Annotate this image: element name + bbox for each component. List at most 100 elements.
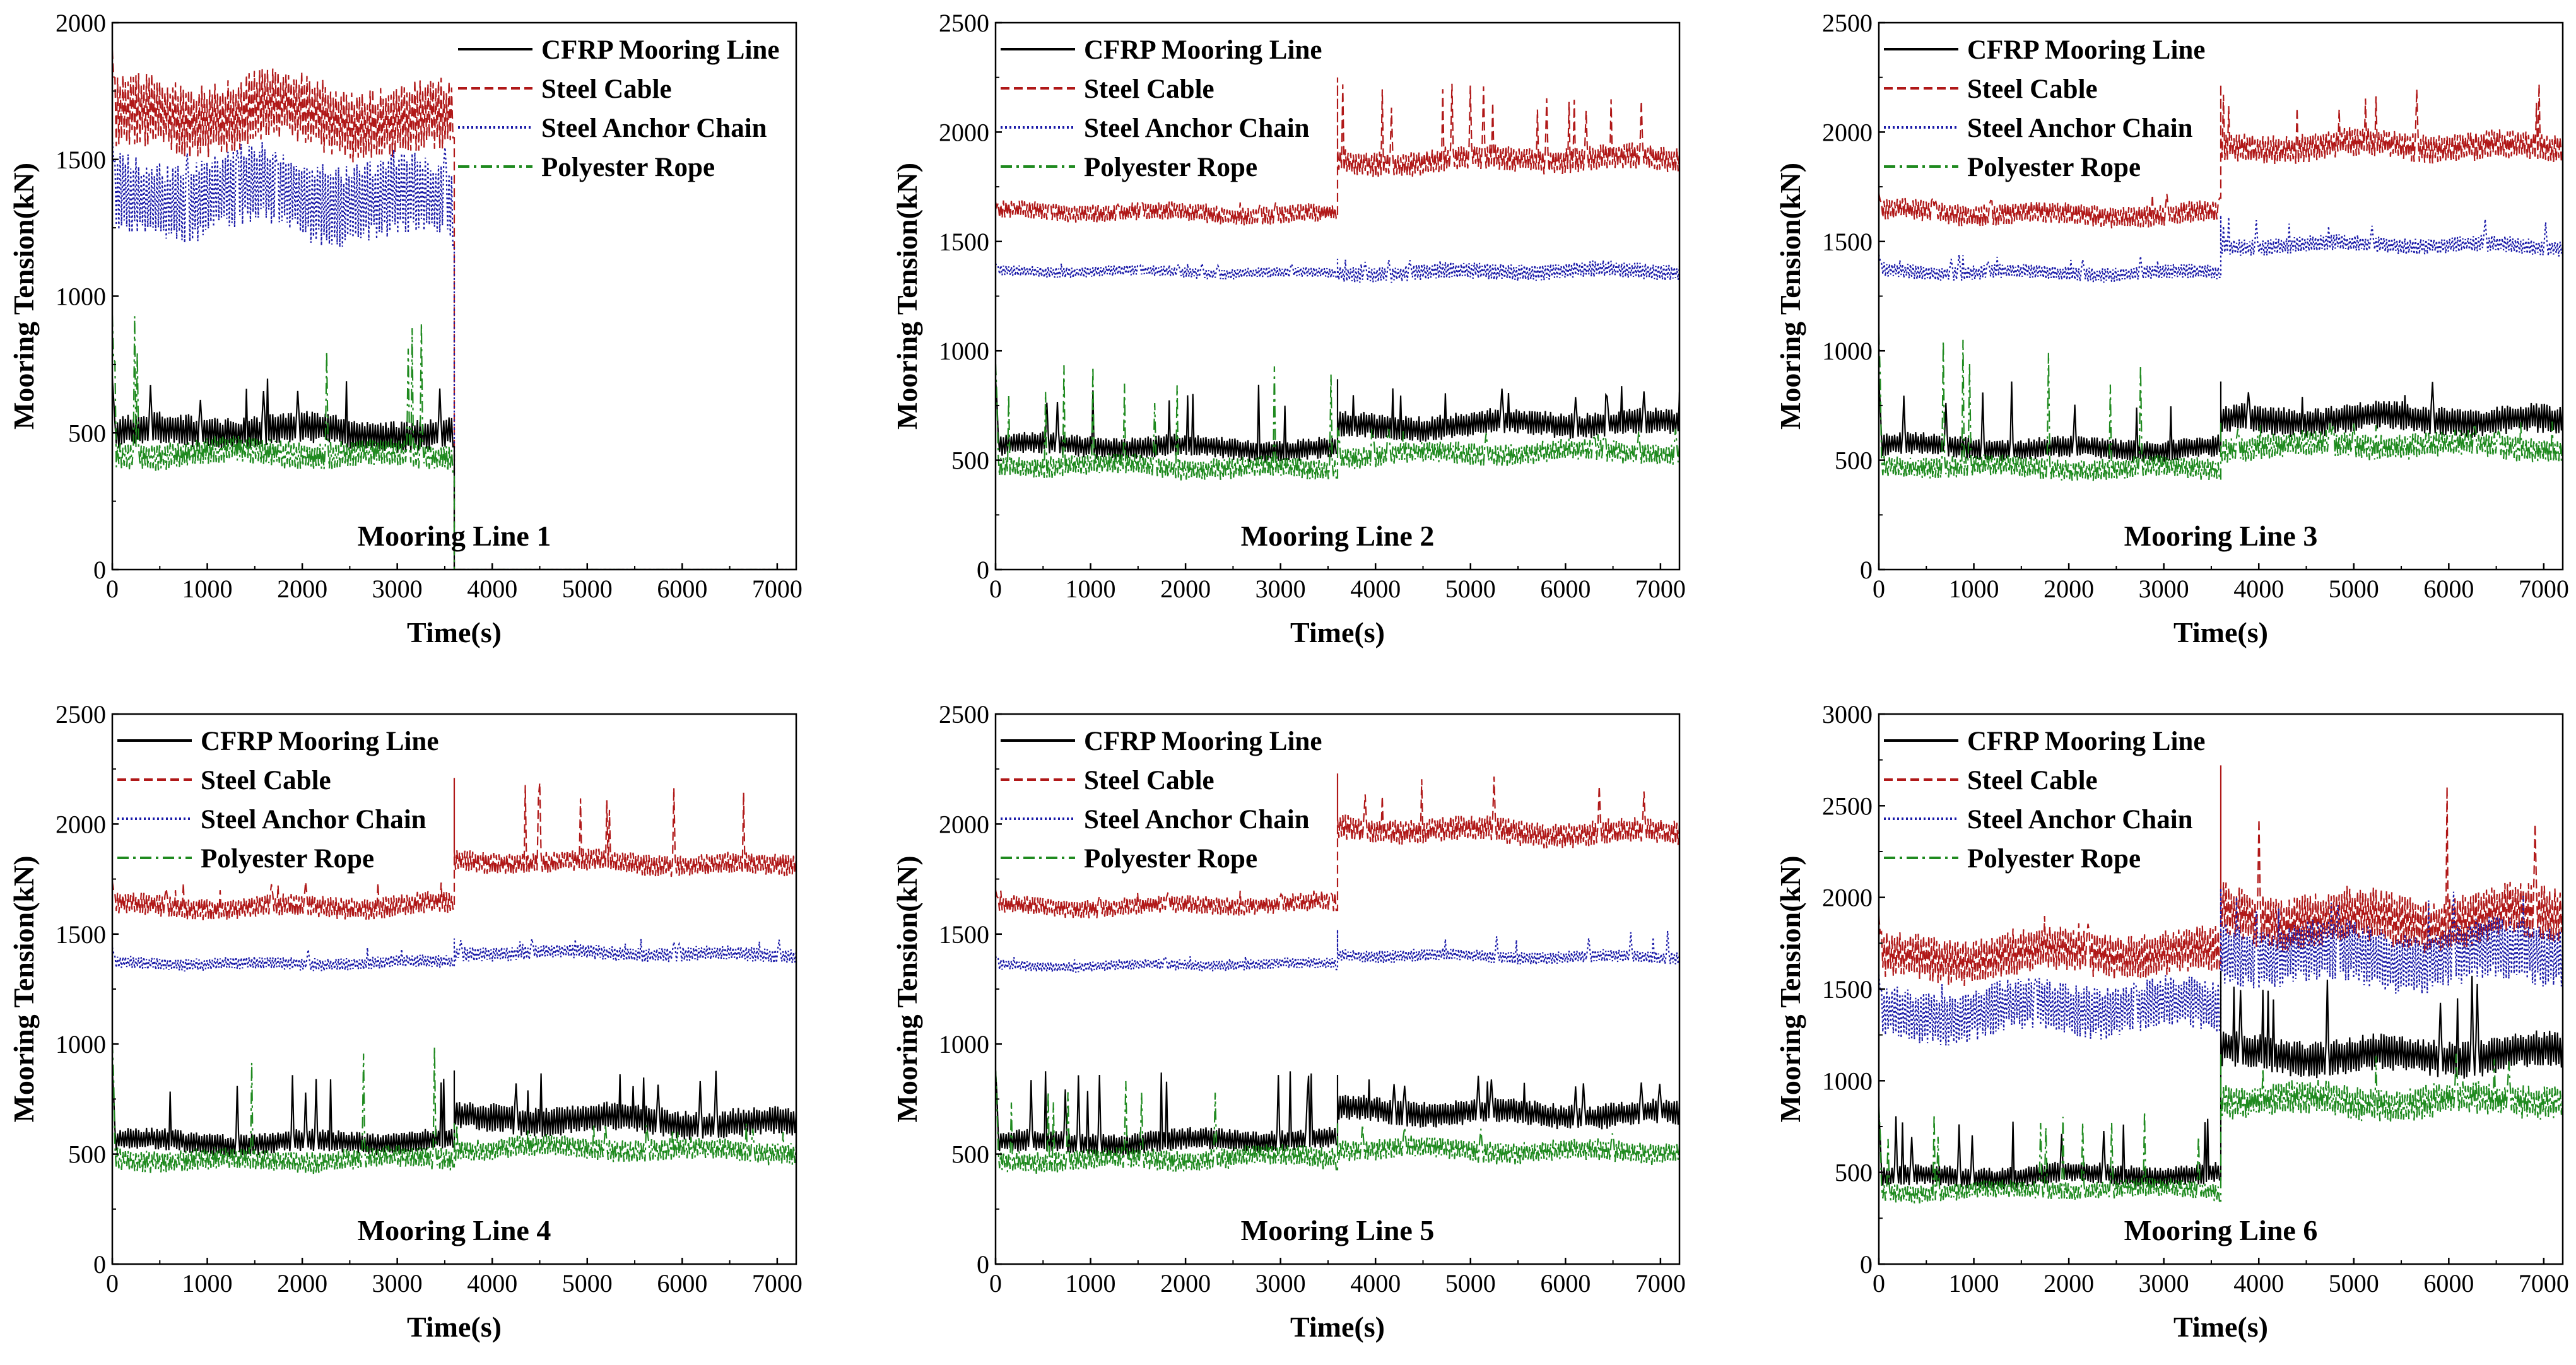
x-axis-title: Time(s) xyxy=(1290,616,1385,648)
series-line-steel-anchor-chain xyxy=(112,938,796,972)
legend-label: Steel Anchor Chain xyxy=(1967,114,2193,143)
x-tick-label: 0 xyxy=(989,1269,1002,1298)
series-line-polyester-rope xyxy=(996,363,1679,481)
x-tick-label: 4000 xyxy=(2233,1269,2284,1298)
y-tick-label: 2000 xyxy=(1822,118,1873,146)
y-tick-label: 1000 xyxy=(1822,1067,1873,1095)
x-tick-label: 3000 xyxy=(2139,1269,2189,1298)
y-tick-label: 3000 xyxy=(1822,700,1873,729)
x-tick-label: 7000 xyxy=(752,575,803,603)
legend-label: CFRP Mooring Line xyxy=(1084,35,1322,65)
legend-label: Steel Anchor Chain xyxy=(1084,114,1310,143)
y-tick-label: 1500 xyxy=(1822,228,1873,256)
panel-title: Mooring Line 1 xyxy=(358,520,551,552)
legend: CFRP Mooring Line Steel Cable Steel Anchor… xyxy=(458,35,779,182)
x-tick-label: 1000 xyxy=(1949,1269,1999,1298)
y-tick-label: 1000 xyxy=(56,1030,106,1058)
x-axis-title: Time(s) xyxy=(1290,1311,1385,1343)
y-tick-label: 0 xyxy=(1860,556,1873,584)
series-line-steel-anchor-chain xyxy=(996,259,1679,283)
x-tick-label: 6000 xyxy=(657,575,707,603)
x-tick-label: 3000 xyxy=(372,1269,423,1298)
series-group xyxy=(996,77,1679,481)
x-tick-label: 1000 xyxy=(182,1269,233,1298)
legend-label: CFRP Mooring Line xyxy=(1967,35,2205,65)
legend-label: Polyester Rope xyxy=(1967,844,2141,874)
y-tick-label: 2500 xyxy=(1822,9,1873,37)
x-tick-label: 0 xyxy=(989,575,1002,603)
panel-title: Mooring Line 2 xyxy=(1241,520,1435,552)
x-tick-label: 3000 xyxy=(1256,575,1306,603)
y-axis-title: Mooring Tension(kN) xyxy=(1774,163,1806,430)
y-tick-label: 2500 xyxy=(1822,792,1873,820)
legend: CFRP Mooring Line Steel Cable Steel Anchor… xyxy=(1001,727,1322,874)
x-tick-label: 7000 xyxy=(2519,575,2569,603)
x-tick-label: 4000 xyxy=(2233,575,2284,603)
y-tick-label: 1000 xyxy=(1822,337,1873,365)
y-tick-label: 500 xyxy=(1835,1159,1873,1187)
x-tick-label: 1000 xyxy=(1066,575,1116,603)
series-line-polyester-rope xyxy=(1879,1053,2563,1204)
panel-title: Mooring Line 6 xyxy=(2124,1214,2318,1246)
panel-2: 0 1000 2000 3000 4000 5000 6000 7000 0 500 1000 150… xyxy=(891,9,1686,648)
x-tick-label: 6000 xyxy=(1540,575,1591,603)
legend-label: Steel Anchor Chain xyxy=(541,114,767,143)
series-line-steel-cable xyxy=(1879,765,2563,987)
legend-label: Steel Cable xyxy=(1084,74,1214,104)
x-tick-label: 3000 xyxy=(372,575,423,603)
series-group xyxy=(1879,84,2563,481)
legend-label: Steel Cable xyxy=(541,74,672,104)
x-tick-label: 6000 xyxy=(657,1269,707,1298)
legend-label: Steel Cable xyxy=(1967,74,2098,104)
x-tick-label: 2000 xyxy=(1160,575,1211,603)
series-line-polyester-rope xyxy=(112,1041,796,1175)
x-tick-label: 4000 xyxy=(1350,1269,1401,1298)
panel-6: 0 1000 2000 3000 4000 5000 6000 7000 0 500 1000 150… xyxy=(1774,700,2569,1343)
x-tick-label: 7000 xyxy=(1635,575,1686,603)
x-tick-label: 5000 xyxy=(2329,1269,2379,1298)
y-tick-label: 500 xyxy=(1835,447,1873,475)
x-tick-label: 5000 xyxy=(1445,1269,1496,1298)
series-line-cfrp-mooring-line xyxy=(112,1070,796,1157)
y-tick-label: 1500 xyxy=(56,920,106,949)
legend-label: Polyester Rope xyxy=(1967,153,2141,182)
legend-label: Steel Anchor Chain xyxy=(201,805,426,835)
series-line-steel-cable xyxy=(112,778,796,921)
legend-label: Polyester Rope xyxy=(541,153,715,182)
x-tick-label: 3000 xyxy=(2139,575,2189,603)
y-tick-label: 1000 xyxy=(56,283,106,311)
series-line-steel-cable xyxy=(996,773,1679,918)
x-tick-label: 0 xyxy=(106,1269,119,1298)
x-tick-label: 7000 xyxy=(2519,1269,2569,1298)
y-tick-label: 0 xyxy=(1860,1250,1873,1279)
legend-label: Steel Anchor Chain xyxy=(1967,805,2193,835)
y-tick-label: 2000 xyxy=(939,118,989,146)
y-axis-title: Mooring Tension(kN) xyxy=(1774,855,1806,1122)
y-axis-title: Mooring Tension(kN) xyxy=(891,855,923,1122)
x-tick-label: 2000 xyxy=(277,1269,327,1298)
legend-label: CFRP Mooring Line xyxy=(1967,727,2205,756)
panel-title: Mooring Line 4 xyxy=(358,1214,551,1246)
series-line-polyester-rope xyxy=(112,315,796,570)
series-line-cfrp-mooring-line xyxy=(996,1070,1679,1156)
series-line-steel-cable xyxy=(996,77,1679,226)
panel-3: 0 1000 2000 3000 4000 5000 6000 7000 0 500 1000 150… xyxy=(1774,9,2569,648)
series-group xyxy=(996,773,1679,1174)
legend-label: CFRP Mooring Line xyxy=(1084,727,1322,756)
x-tick-label: 0 xyxy=(1873,575,1885,603)
x-axis-title: Time(s) xyxy=(2173,616,2268,648)
series-line-steel-anchor-chain xyxy=(1879,888,2563,1046)
panel-title: Mooring Line 3 xyxy=(2124,520,2318,552)
y-tick-label: 1500 xyxy=(1822,975,1873,1004)
series-line-steel-cable xyxy=(1879,84,2563,229)
x-tick-label: 2000 xyxy=(277,575,327,603)
legend-label: Steel Cable xyxy=(201,766,331,795)
legend-label: Polyester Rope xyxy=(1084,153,1257,182)
legend: CFRP Mooring Line Steel Cable Steel Anchor… xyxy=(1884,727,2205,874)
series-line-polyester-rope xyxy=(996,1070,1679,1174)
y-tick-label: 500 xyxy=(951,1140,989,1169)
y-tick-label: 0 xyxy=(977,556,989,584)
y-tick-label: 2000 xyxy=(56,9,106,37)
y-tick-label: 0 xyxy=(977,1250,989,1279)
